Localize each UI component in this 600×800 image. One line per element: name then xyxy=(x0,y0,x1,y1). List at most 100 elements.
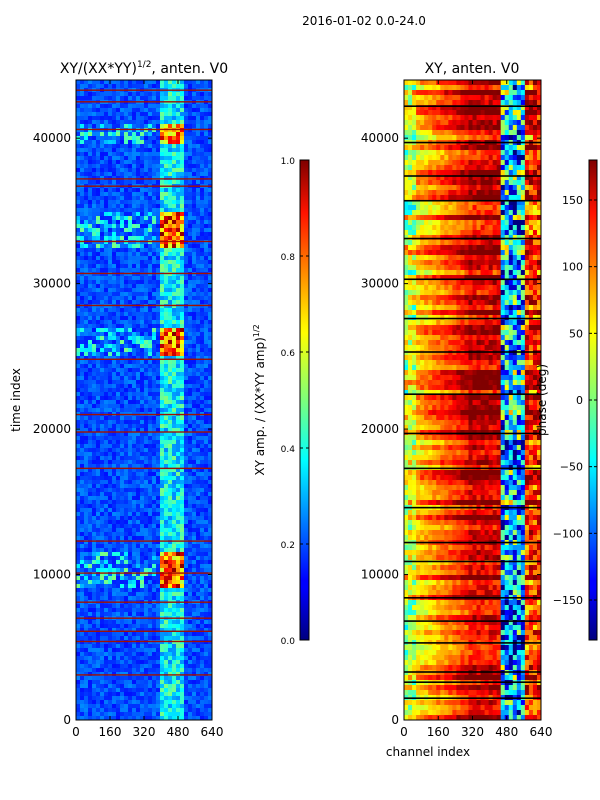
heatmap-cell xyxy=(132,420,137,425)
heatmap-cell xyxy=(84,584,89,589)
heatmap-cell xyxy=(152,368,157,373)
heatmap-cell xyxy=(80,496,85,501)
heatmap-cell xyxy=(180,84,185,89)
heatmap-cell xyxy=(180,264,185,269)
heatmap-cell xyxy=(124,156,129,161)
heatmap-cell xyxy=(196,580,201,585)
heatmap-cell xyxy=(176,572,181,577)
heatmap-cell xyxy=(88,392,93,397)
heatmap-cell xyxy=(136,208,141,213)
heatmap-cell xyxy=(168,268,173,273)
heatmap-cell xyxy=(124,620,129,625)
heatmap-cell xyxy=(136,324,141,329)
heatmap-cell xyxy=(204,288,209,293)
heatmap-cell xyxy=(192,200,197,205)
heatmap-cell xyxy=(96,580,101,585)
heatmap-cell xyxy=(112,372,117,377)
heatmap-cell xyxy=(172,656,177,661)
heatmap-cell xyxy=(112,592,117,597)
heatmap-cell xyxy=(96,284,101,289)
heatmap-cell xyxy=(160,384,165,389)
heatmap-cell xyxy=(156,328,161,333)
heatmap-cell xyxy=(140,124,145,129)
heatmap-cell xyxy=(132,364,137,369)
heatmap-cell xyxy=(76,300,81,305)
heatmap-cell xyxy=(152,332,157,337)
heatmap-cell xyxy=(140,228,145,233)
heatmap-cell xyxy=(112,188,117,193)
heatmap-cell xyxy=(84,172,89,177)
heatmap-cell xyxy=(140,472,145,477)
heatmap-cell xyxy=(100,508,105,513)
heatmap-cell xyxy=(128,404,133,409)
heatmap-cell xyxy=(144,260,149,265)
heatmap-cell xyxy=(204,340,209,345)
heatmap-cell xyxy=(144,104,149,109)
heatmap-cell xyxy=(124,636,129,641)
heatmap-cell xyxy=(192,212,197,217)
heatmap-cell xyxy=(124,380,129,385)
heatmap-cell xyxy=(156,484,161,489)
heatmap-cell xyxy=(200,540,205,545)
heatmap-cell xyxy=(132,264,137,269)
heatmap-cell xyxy=(172,604,177,609)
heatmap-cell xyxy=(80,536,85,541)
heatmap-cell xyxy=(96,576,101,581)
heatmap-cell xyxy=(120,420,125,425)
heatmap-cell xyxy=(84,400,89,405)
heatmap-cell xyxy=(164,332,169,337)
heatmap-cell xyxy=(188,240,193,245)
heatmap-cell xyxy=(208,440,212,445)
heatmap-cell xyxy=(116,428,121,433)
heatmap-cell xyxy=(164,400,169,405)
heatmap-cell xyxy=(152,500,157,505)
heatmap-cell xyxy=(172,500,177,505)
heatmap-cell xyxy=(144,248,149,253)
heatmap-cell xyxy=(188,612,193,617)
heatmap-cell xyxy=(120,460,125,465)
heatmap-cell xyxy=(156,384,161,389)
heatmap-cell xyxy=(196,320,201,325)
heatmap-cell xyxy=(104,132,109,137)
heatmap-cell xyxy=(92,344,97,349)
heatmap-cell xyxy=(104,304,109,309)
heatmap-cell xyxy=(144,624,149,629)
heatmap-cell xyxy=(124,460,129,465)
heatmap-cell xyxy=(156,312,161,317)
heatmap-cell xyxy=(132,512,137,517)
heatmap-cell xyxy=(148,464,153,469)
heatmap-cell xyxy=(88,552,93,557)
heatmap-cell xyxy=(76,156,81,161)
heatmap-cell xyxy=(148,124,153,129)
heatmap-cell xyxy=(204,260,209,265)
heatmap-cell xyxy=(112,528,117,533)
heatmap-cell xyxy=(116,448,121,453)
heatmap-cell xyxy=(160,524,165,529)
heatmap-cell xyxy=(132,80,137,85)
heatmap-cell xyxy=(180,656,185,661)
heatmap-cell xyxy=(180,524,185,529)
heatmap-cell xyxy=(148,636,153,641)
heatmap-cell xyxy=(120,260,125,265)
heatmap-cell xyxy=(148,108,153,113)
heatmap-cell xyxy=(140,612,145,617)
heatmap-cell xyxy=(76,476,81,481)
heatmap-cell xyxy=(88,268,93,273)
heatmap-cell xyxy=(144,172,149,177)
heatmap-cell xyxy=(88,96,93,101)
heatmap-cell xyxy=(148,540,153,545)
heatmap-cell xyxy=(200,212,205,217)
heatmap-cell xyxy=(116,496,121,501)
heatmap-cell xyxy=(112,500,117,505)
heatmap-cell xyxy=(132,636,137,641)
heatmap-cell xyxy=(136,612,141,617)
heatmap-cell xyxy=(124,136,129,141)
heatmap-cell xyxy=(108,356,113,361)
heatmap-cell xyxy=(180,120,185,125)
heatmap-cell xyxy=(112,420,117,425)
heatmap-cell xyxy=(148,632,153,637)
heatmap-cell xyxy=(84,456,89,461)
heatmap-cell xyxy=(76,268,81,273)
heatmap-cell xyxy=(204,252,209,257)
heatmap-cell xyxy=(120,172,125,177)
